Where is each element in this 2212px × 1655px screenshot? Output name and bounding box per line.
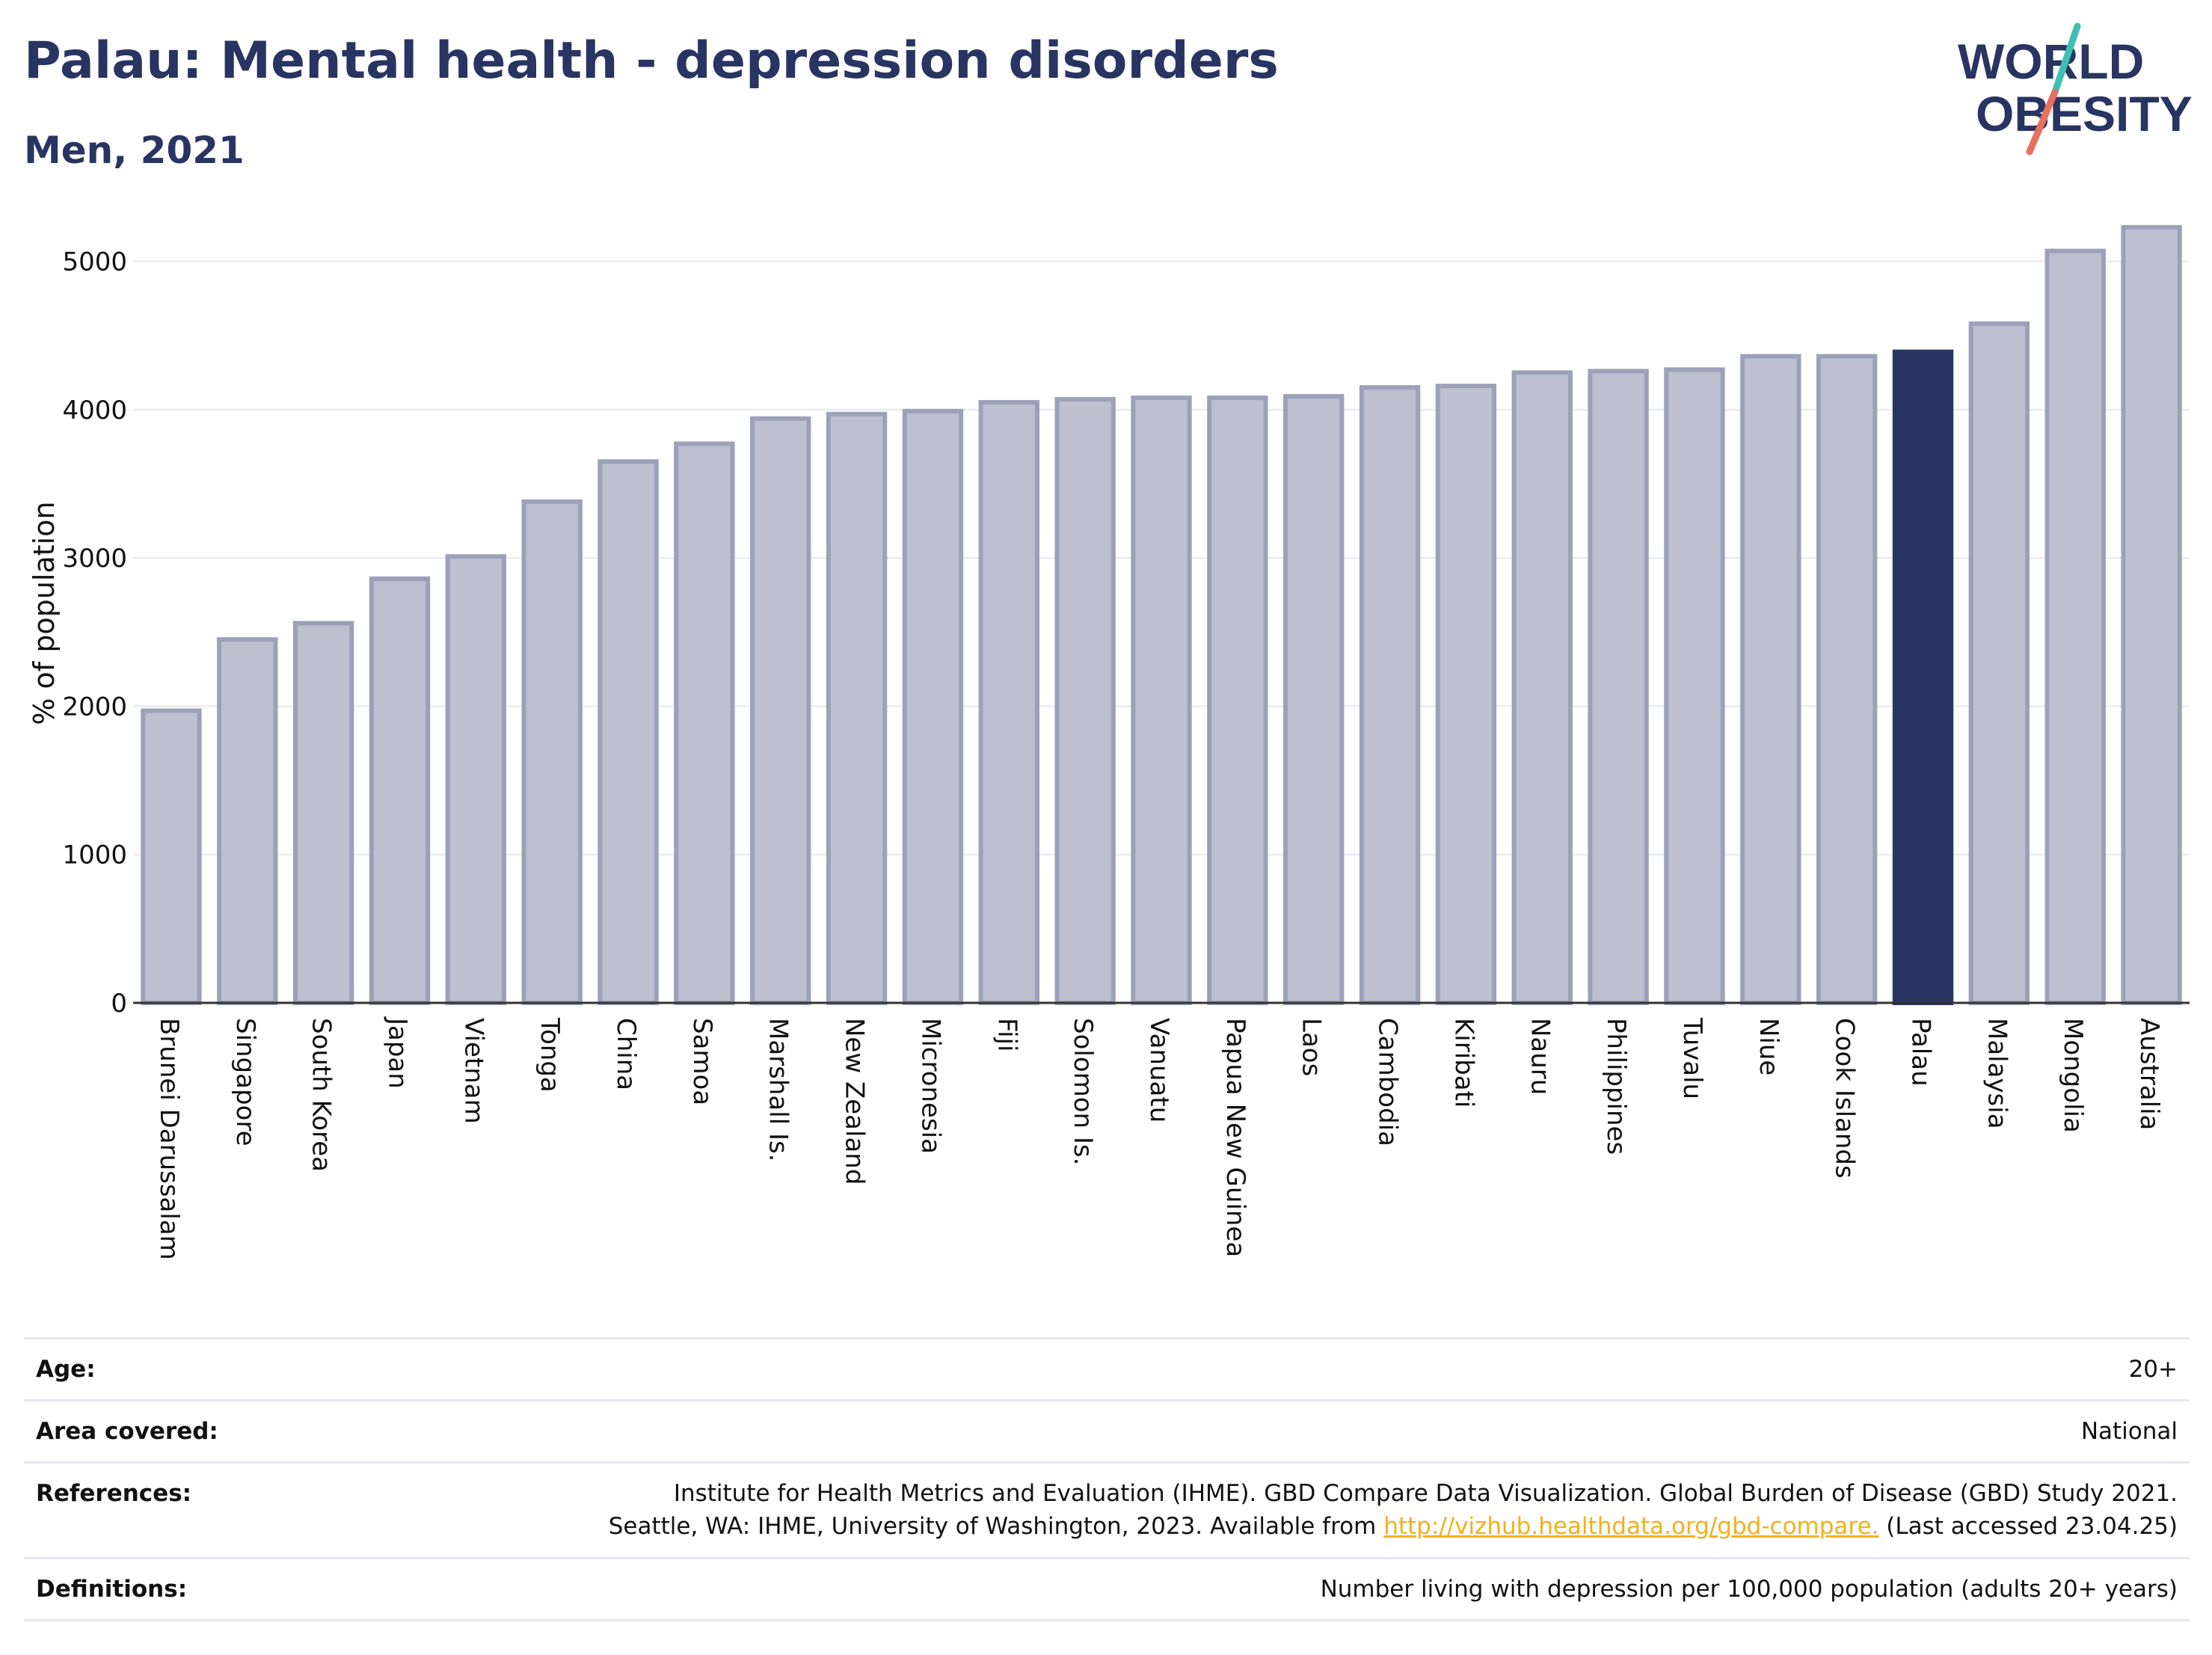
- bar: [1435, 384, 1497, 1005]
- logo-slash-coral: [2026, 88, 2059, 156]
- bar: [217, 637, 278, 1006]
- info-row-area: Area covered: National: [24, 1399, 2190, 1461]
- bar: [826, 411, 888, 1005]
- y-tick-label: 1000: [62, 841, 127, 871]
- definitions-value: Number living with depression per 100,00…: [1320, 1576, 2178, 1603]
- bar: [597, 459, 659, 1005]
- x-tick-label: Solomon Is.: [1068, 1018, 1098, 1165]
- x-tick-label: China: [611, 1018, 641, 1090]
- x-tick-label: Japan: [382, 1016, 412, 1089]
- definitions-label: Definitions:: [36, 1576, 188, 1603]
- x-tick-label: Cambodia: [1373, 1018, 1403, 1146]
- x-tick-label: Australia: [2134, 1018, 2164, 1130]
- world-obesity-logo[interactable]: WORLD OBESITY: [1944, 19, 2199, 161]
- x-tick-label: Micronesia: [915, 1018, 945, 1154]
- x-tick-label: Mongolia: [2058, 1018, 2088, 1133]
- x-tick-label: Samoa: [687, 1018, 717, 1105]
- bar: [902, 408, 964, 1005]
- x-tick-label: Marshall Is.: [764, 1018, 793, 1162]
- references-label: References:: [36, 1480, 192, 1507]
- x-tick-label: Tuvalu: [1677, 1017, 1707, 1099]
- bar: [521, 499, 583, 1005]
- x-tick-label: South Korea: [307, 1018, 337, 1172]
- bar: [1588, 369, 1649, 1005]
- bar: [1816, 354, 1878, 1006]
- bar: [1207, 395, 1268, 1005]
- info-row-age: Age: 20+: [24, 1337, 2190, 1399]
- references-link[interactable]: http://vizhub.healthdata.org/gbd-compare…: [1383, 1513, 1879, 1540]
- bar: [292, 621, 354, 1005]
- y-tick-label: 2000: [62, 692, 127, 722]
- bar: [674, 441, 735, 1005]
- x-tick-label: Nauru: [1525, 1018, 1555, 1095]
- references-line2-text: Seattle, WA: IHME, University of Washing…: [608, 1513, 1377, 1540]
- bar: [1511, 370, 1573, 1005]
- references-line2-accessed: (Last accessed 23.04.25): [1886, 1513, 2178, 1540]
- bar-chart: 0 1000 2000 3000 4000 5000 Brunei Darussalam Si…: [28, 224, 2190, 1260]
- bar: [141, 708, 202, 1005]
- age-label: Age:: [36, 1356, 96, 1383]
- bar: [1359, 385, 1421, 1005]
- x-tick-label: Niue: [1754, 1018, 1784, 1075]
- bar: [978, 399, 1039, 1005]
- references-line2: Seattle, WA: IHME, University of Washing…: [609, 1513, 2178, 1540]
- bar: [750, 416, 811, 1005]
- info-row-references: References: Institute for Health Metrics…: [24, 1461, 2190, 1557]
- bar: [369, 576, 431, 1005]
- x-tick-label: Palau: [1906, 1018, 1936, 1087]
- y-axis-label: % of population: [28, 501, 61, 725]
- chart-title: Palau: Mental health - depression disord…: [24, 31, 1279, 90]
- logo-text-world: WORLD: [1958, 34, 2144, 89]
- chart-subtitle: Men, 2021: [24, 129, 245, 172]
- x-tick-label: Tonga: [535, 1017, 565, 1093]
- x-tick-label: Laos: [1297, 1018, 1327, 1076]
- age-value: 20+: [2128, 1356, 2178, 1383]
- bar: [2121, 224, 2182, 1006]
- y-tick-label: 0: [111, 989, 127, 1019]
- x-tick-label: Brunei Darussalam: [154, 1018, 184, 1260]
- y-tick-label: 4000: [62, 396, 127, 426]
- bar: [1054, 396, 1116, 1005]
- bar: [1740, 354, 1801, 1006]
- info-table: Age: 20+ Area covered: National Referenc…: [24, 1337, 2190, 1621]
- x-tick-label: Kiribati: [1448, 1018, 1478, 1108]
- bar: [1131, 395, 1192, 1005]
- references-line1: Institute for Health Metrics and Evaluat…: [673, 1480, 2178, 1507]
- bar: [1283, 393, 1345, 1005]
- bar: [1892, 349, 1954, 1005]
- area-label: Area covered:: [36, 1418, 218, 1445]
- x-tick-label: Vanuatu: [1144, 1018, 1174, 1123]
- y-tick-label: 5000: [62, 247, 127, 277]
- logo-text-obesity: OBESITY: [1976, 86, 2193, 141]
- bar: [1664, 367, 1725, 1006]
- bar: [1968, 321, 2030, 1005]
- x-tick-label: Vietnam: [458, 1018, 488, 1124]
- bar: [2044, 248, 2106, 1005]
- x-tick-label: Malaysia: [1982, 1018, 2012, 1129]
- x-tick-label: Cook Islands: [1830, 1018, 1860, 1179]
- x-tick-label: Singapore: [230, 1018, 260, 1146]
- info-row-definitions: Definitions: Number living with depressi…: [24, 1557, 2190, 1621]
- x-tick-label: Philippines: [1601, 1018, 1631, 1155]
- x-tick-label: Fiji: [992, 1018, 1021, 1051]
- area-value: National: [2080, 1418, 2178, 1445]
- logo-slash-teal: [2051, 22, 2081, 96]
- x-tick-label: New Zealand: [840, 1018, 870, 1185]
- bar: [445, 554, 507, 1005]
- x-tick-label: Papua New Guinea: [1220, 1018, 1250, 1257]
- y-tick-label: 3000: [62, 544, 127, 574]
